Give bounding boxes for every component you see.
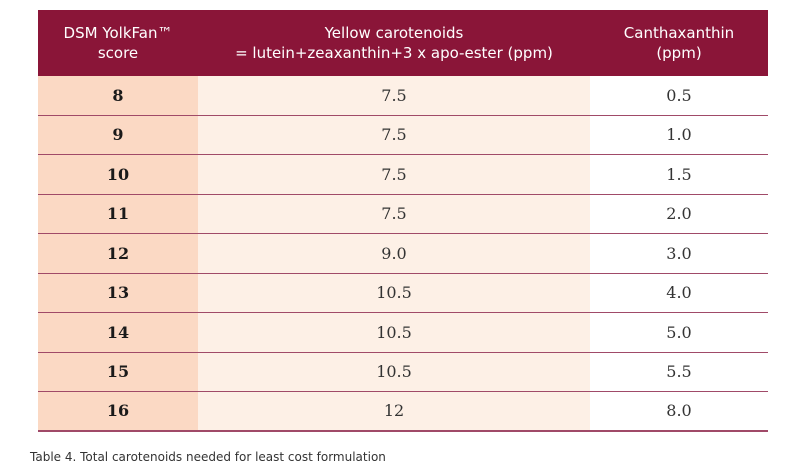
header-yellow-carotenoids: Yellow carotenoids = lutein+zeaxanthin+3…	[198, 10, 590, 76]
table-row: 14 10.5 5.0	[38, 313, 768, 353]
table-body: 8 7.5 0.5 9 7.5 1.0 10 7.5 1.5 11 7.5 2.0 12 9.0 3.0 13…	[38, 76, 768, 432]
table-row: 13 10.5 4.0	[38, 273, 768, 313]
header-cantha-line1: Canthaxanthin	[623, 24, 735, 42]
canthaxanthin-cell: 1.0	[590, 115, 768, 154]
yellow-carotenoids-cell: 9.0	[198, 234, 590, 273]
table-row: 16 12 8.0	[38, 392, 768, 432]
yellow-carotenoids-cell: 7.5	[198, 76, 590, 115]
table-header-row: DSM YolkFan™ score Yellow carotenoids = …	[38, 10, 768, 76]
score-cell: 15	[38, 352, 198, 391]
canthaxanthin-cell: 8.0	[590, 392, 768, 430]
yellow-carotenoids-cell: 7.5	[198, 155, 590, 194]
score-cell: 13	[38, 273, 198, 312]
table-row: 15 10.5 5.5	[38, 352, 768, 392]
canthaxanthin-cell: 5.5	[590, 352, 768, 391]
table-row: 10 7.5 1.5	[38, 155, 768, 195]
yellow-carotenoids-cell: 10.5	[198, 313, 590, 352]
header-yellow-line2: = lutein+zeaxanthin+3 x apo-ester (ppm)	[235, 44, 553, 62]
header-score-line2: score	[97, 44, 139, 62]
yellow-carotenoids-cell: 12	[198, 392, 590, 430]
canthaxanthin-cell: 3.0	[590, 234, 768, 273]
yellow-carotenoids-cell: 10.5	[198, 273, 590, 312]
table-caption: Table 4. Total carotenoids needed for le…	[30, 450, 386, 464]
table-row: 11 7.5 2.0	[38, 194, 768, 234]
header-score: DSM YolkFan™ score	[38, 10, 198, 76]
score-cell: 8	[38, 76, 198, 115]
yellow-carotenoids-cell: 10.5	[198, 352, 590, 391]
score-cell: 14	[38, 313, 198, 352]
yellow-carotenoids-cell: 7.5	[198, 115, 590, 154]
table-row: 8 7.5 0.5	[38, 76, 768, 116]
header-cantha-line2: (ppm)	[656, 44, 702, 62]
canthaxanthin-cell: 4.0	[590, 273, 768, 312]
score-cell: 12	[38, 234, 198, 273]
yellow-carotenoids-cell: 7.5	[198, 194, 590, 233]
score-cell: 9	[38, 115, 198, 154]
table-row: 9 7.5 1.0	[38, 115, 768, 155]
score-cell: 16	[38, 392, 198, 430]
header-yellow-line1: Yellow carotenoids	[324, 24, 464, 42]
carotenoid-table: DSM YolkFan™ score Yellow carotenoids = …	[38, 10, 768, 432]
canthaxanthin-cell: 5.0	[590, 313, 768, 352]
canthaxanthin-cell: 1.5	[590, 155, 768, 194]
canthaxanthin-cell: 2.0	[590, 194, 768, 233]
table-row: 12 9.0 3.0	[38, 234, 768, 274]
header-canthaxanthin: Canthaxanthin (ppm)	[590, 10, 768, 76]
canthaxanthin-cell: 0.5	[590, 76, 768, 115]
header-score-line1: DSM YolkFan™	[63, 24, 173, 42]
score-cell: 11	[38, 194, 198, 233]
score-cell: 10	[38, 155, 198, 194]
